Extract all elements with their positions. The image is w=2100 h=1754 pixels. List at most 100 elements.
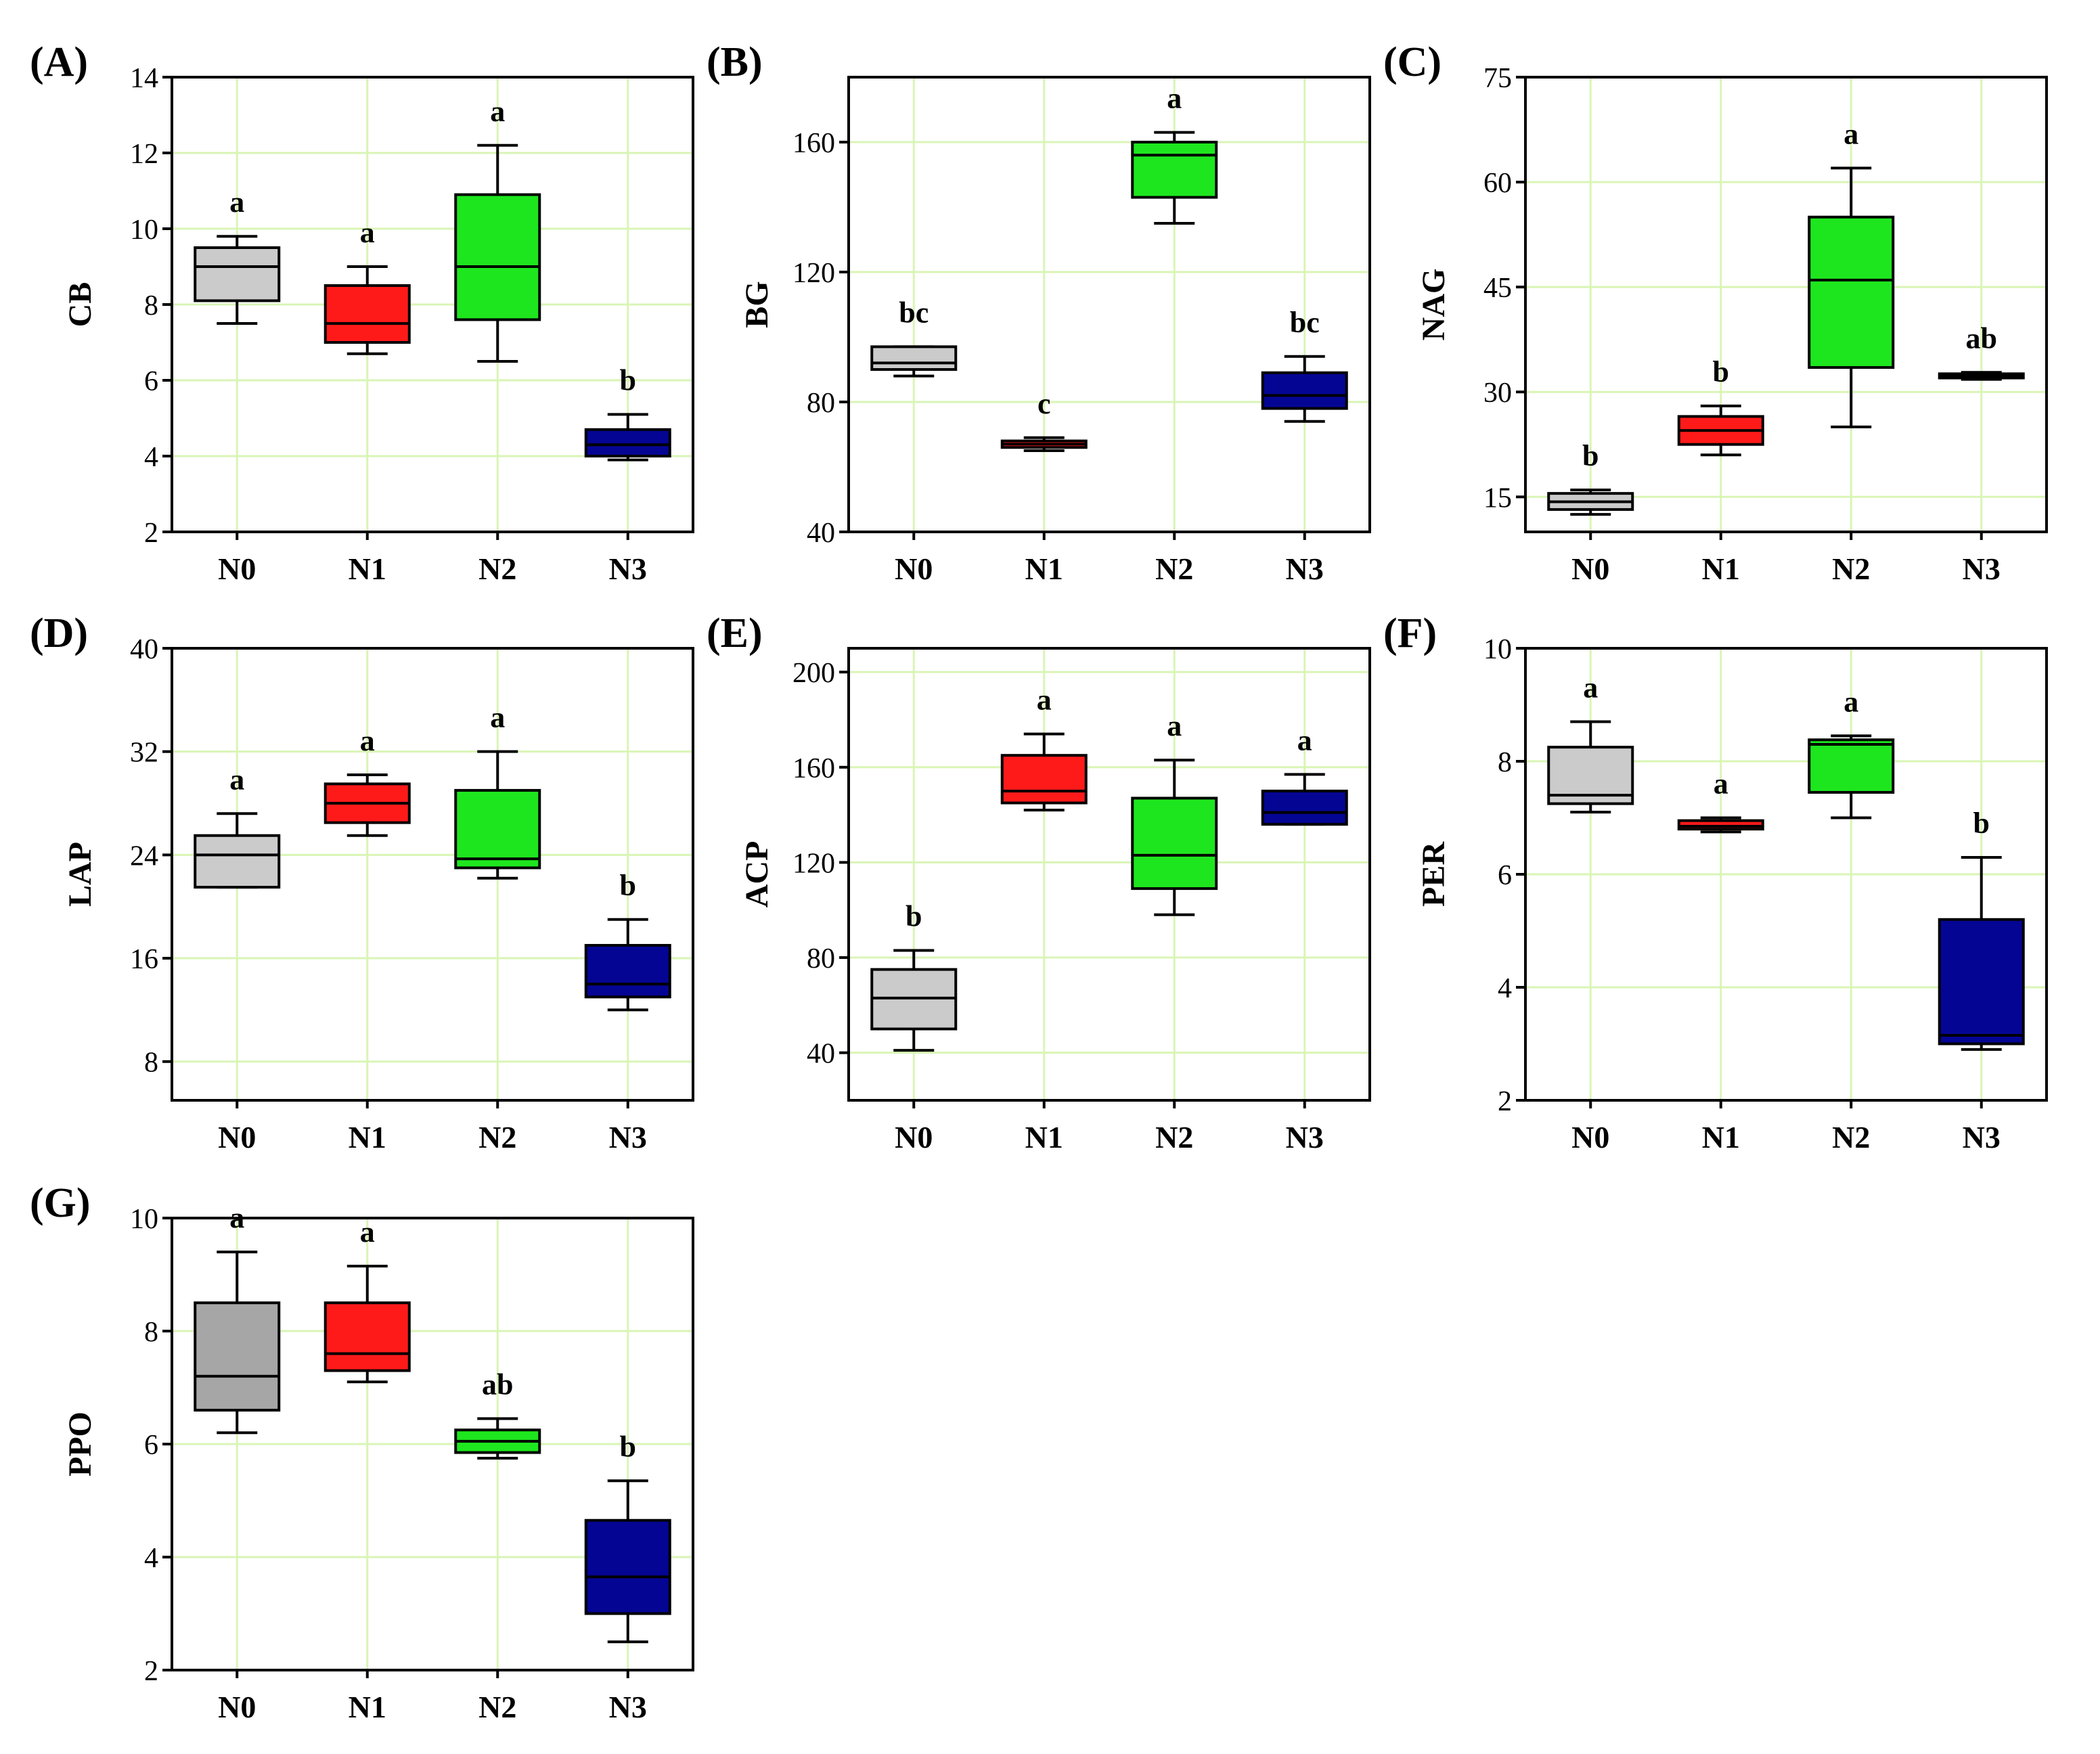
x-tick-label: N2 bbox=[478, 552, 516, 586]
x-tick-label: N0 bbox=[1571, 552, 1609, 586]
x-tick-label: N3 bbox=[1963, 1120, 2001, 1154]
iqr-box bbox=[1808, 738, 1895, 794]
box-n0: a bbox=[1547, 671, 1634, 814]
significance-letter: a bbox=[360, 1215, 375, 1249]
box-n0: b bbox=[1547, 439, 1634, 516]
significance-letter: b bbox=[1713, 355, 1729, 388]
y-tick-label: 4 bbox=[144, 442, 158, 473]
significance-letter: a bbox=[229, 1201, 244, 1234]
y-tick-label: 12 bbox=[130, 139, 158, 170]
iqr-box bbox=[1261, 789, 1348, 826]
y-tick-label: 60 bbox=[1483, 168, 1512, 199]
iqr-box bbox=[454, 788, 541, 870]
iqr-box bbox=[870, 345, 958, 372]
y-axis-label: LAP bbox=[62, 842, 98, 907]
iqr-box bbox=[194, 834, 281, 889]
box-n2: a bbox=[454, 701, 541, 880]
x-tick-label: N2 bbox=[1832, 1120, 1870, 1154]
y-tick-label: 8 bbox=[144, 290, 158, 321]
plot-frame bbox=[847, 76, 1371, 533]
panel-cb: 2 4 6 8 10 12 14 N0 N1 N2 N3 CB (A) a a a b bbox=[30, 39, 694, 586]
panel-label: (D) bbox=[30, 610, 88, 656]
panel-label: (F) bbox=[1383, 610, 1437, 656]
y-axis-label: PPO bbox=[62, 1412, 98, 1477]
box-n1: a bbox=[323, 724, 411, 837]
y-tick-label: 30 bbox=[1483, 378, 1512, 409]
y-tick-label: 15 bbox=[1483, 482, 1512, 514]
significance-letter: c bbox=[1037, 387, 1051, 420]
box-n3: b bbox=[584, 363, 671, 462]
y-tick-label: 40 bbox=[130, 634, 158, 665]
y-tick-label: 2 bbox=[1498, 1086, 1512, 1117]
iqr-box bbox=[1131, 796, 1218, 891]
box-n3: b bbox=[584, 869, 671, 1012]
y-tick-label: 40 bbox=[807, 1039, 835, 1070]
box-n3: bc bbox=[1261, 306, 1348, 423]
x-tick-label: N3 bbox=[609, 1120, 647, 1154]
significance-letter: a bbox=[1167, 82, 1182, 115]
significance-letter: b bbox=[1973, 807, 1990, 840]
significance-letter: a bbox=[1714, 767, 1728, 801]
significance-letter: bc bbox=[1290, 306, 1320, 339]
box-n3: a bbox=[1261, 723, 1348, 826]
significance-letter: a bbox=[360, 216, 375, 249]
significance-letter: b bbox=[620, 1430, 636, 1463]
significance-letter: b bbox=[1582, 439, 1599, 472]
panel-label: (B) bbox=[707, 39, 763, 85]
significance-letter: a bbox=[490, 95, 505, 128]
x-tick-label: N2 bbox=[478, 1120, 516, 1154]
plot-frame bbox=[1524, 76, 2048, 533]
y-tick-label: 2 bbox=[144, 518, 158, 549]
iqr-box bbox=[584, 943, 671, 999]
iqr-box bbox=[454, 193, 541, 321]
significance-letter: a bbox=[360, 724, 375, 757]
y-tick-label: 8 bbox=[144, 1048, 158, 1079]
panel-bg: 40 80 120 160 N0 N1 N2 N3 BG (B) bc c a bc bbox=[707, 39, 1371, 586]
iqr-box bbox=[1261, 371, 1348, 410]
y-tick-label: 75 bbox=[1483, 63, 1512, 94]
y-tick-label: 32 bbox=[130, 738, 158, 769]
x-tick-label: N2 bbox=[1155, 552, 1193, 586]
panel-label: (A) bbox=[30, 39, 88, 85]
x-tick-label: N1 bbox=[1025, 552, 1063, 586]
x-tick-label: N3 bbox=[609, 552, 647, 586]
iqr-box bbox=[194, 246, 281, 302]
iqr-box bbox=[1677, 819, 1764, 831]
y-axis-label: CB bbox=[62, 282, 98, 328]
significance-letter: ab bbox=[1966, 321, 1997, 355]
x-tick-label: N3 bbox=[1963, 552, 2001, 586]
box-n3: b bbox=[1938, 807, 2025, 1051]
x-tick-label: N0 bbox=[895, 1120, 933, 1154]
iqr-box bbox=[584, 1519, 671, 1615]
y-tick-label: 80 bbox=[807, 388, 835, 419]
y-tick-label: 80 bbox=[807, 943, 835, 974]
x-tick-label: N1 bbox=[349, 1120, 386, 1154]
y-axis-label: BG bbox=[739, 281, 775, 328]
x-tick-label: N0 bbox=[218, 1690, 256, 1724]
y-axis-label: PER bbox=[1416, 841, 1452, 907]
panel-lap: 8 16 24 32 40 N0 N1 N2 N3 LAP (D) a a a b bbox=[30, 610, 694, 1154]
y-tick-label: 10 bbox=[1483, 634, 1512, 665]
y-tick-label: 14 bbox=[130, 63, 158, 94]
panel-label: (C) bbox=[1383, 39, 1442, 85]
significance-letter: a bbox=[229, 763, 244, 796]
significance-letter: a bbox=[1167, 709, 1182, 742]
y-tick-label: 160 bbox=[792, 128, 835, 159]
y-tick-label: 10 bbox=[130, 1204, 158, 1235]
y-tick-label: 2 bbox=[144, 1656, 158, 1687]
y-tick-label: 120 bbox=[792, 258, 835, 289]
y-tick-label: 6 bbox=[144, 366, 158, 397]
y-tick-label: 8 bbox=[144, 1317, 158, 1348]
box-n2: ab bbox=[454, 1368, 541, 1460]
significance-letter: a bbox=[1037, 683, 1052, 717]
x-tick-label: N1 bbox=[349, 1690, 386, 1724]
box-n2: a bbox=[1808, 685, 1895, 819]
panel-label: (E) bbox=[707, 610, 763, 656]
iqr-box bbox=[1938, 918, 2025, 1045]
box-n0: b bbox=[870, 900, 958, 1052]
panel-label: (G) bbox=[30, 1180, 91, 1226]
x-tick-label: N1 bbox=[1702, 552, 1740, 586]
box-n1: a bbox=[1677, 767, 1764, 834]
significance-letter: a bbox=[1844, 117, 1858, 150]
significance-letter: bc bbox=[899, 296, 929, 329]
